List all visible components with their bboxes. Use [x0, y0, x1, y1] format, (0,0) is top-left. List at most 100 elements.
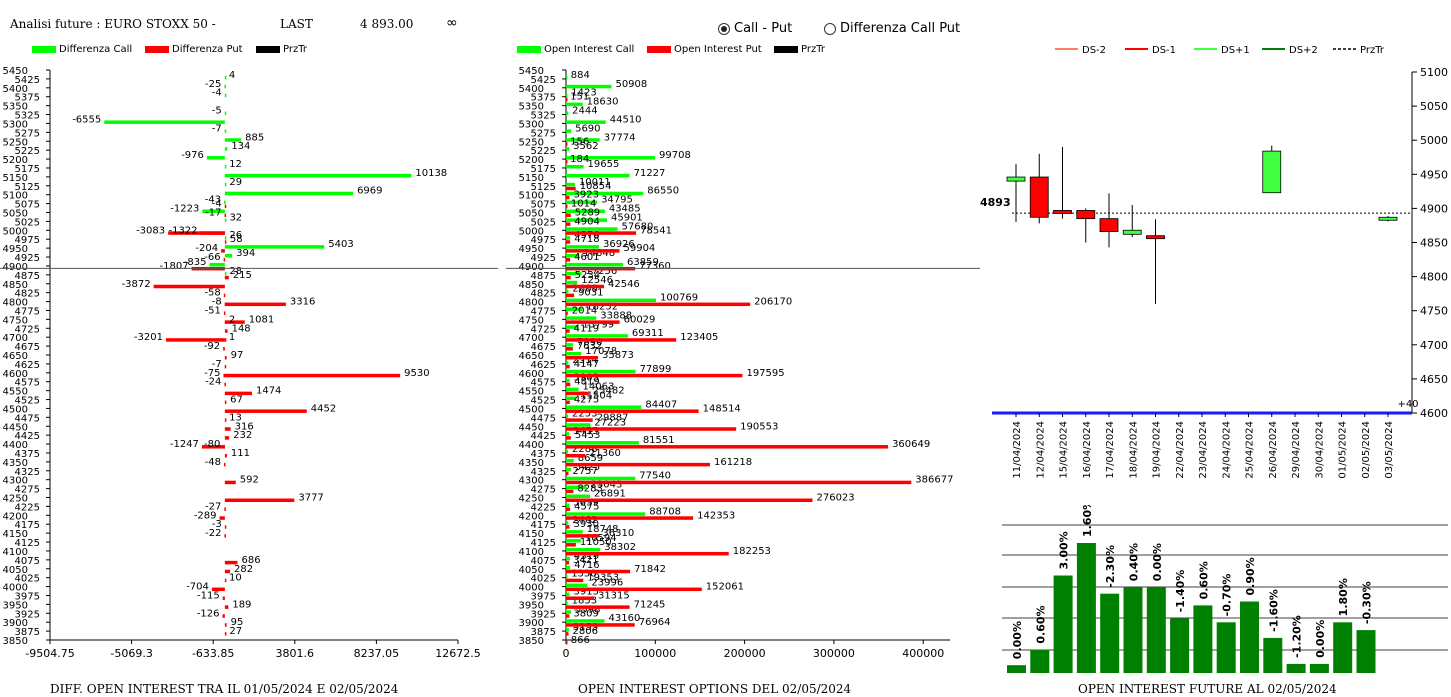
oi-bar-call: [566, 574, 568, 579]
oi-data-label: 5289: [575, 208, 600, 219]
diff-data-label: -80: [204, 439, 220, 450]
oi-bar-put: [566, 338, 677, 342]
oi-bar-call: [566, 396, 577, 401]
oi-bar-call: [566, 530, 583, 534]
diff-bar-put: [223, 293, 226, 298]
oi-data-label: 4575: [574, 501, 599, 512]
diff-data-label: 282: [234, 564, 253, 575]
oi-data-label: 25482: [593, 386, 625, 397]
diff-y-tick-label: 4125: [15, 538, 40, 549]
oi-y-tick-label: 4475: [531, 413, 556, 424]
oi-data-label: 161218: [714, 457, 752, 468]
diff-y-tick-label: 5175: [15, 164, 40, 175]
oi-bar-put: [566, 302, 751, 307]
candle-y-tick-label: 5050: [1420, 100, 1448, 113]
diff-bar-call: [224, 182, 227, 187]
diff-bar-put: [224, 436, 230, 440]
diff-y-tick-label: 4300: [3, 476, 28, 487]
diff-x-tick-label: 12672.5: [435, 647, 481, 660]
oi-y-tick-label: 4150: [519, 529, 544, 540]
oi-data-label: 37774: [604, 132, 636, 143]
oi-y-tick-label: 4575: [531, 378, 556, 389]
diff-bar-put: [224, 213, 227, 217]
diff-x-tick-label: -633.85: [192, 647, 234, 660]
oi-bar-call: [566, 565, 571, 570]
radio-diff-call-put[interactable]: Differenza Call Put: [824, 21, 960, 36]
oi-y-tick-label: 5450: [519, 66, 544, 77]
diff-y-tick-label: 4425: [15, 431, 40, 442]
future-bar-label: 0.60%: [1034, 605, 1047, 643]
radio-icon[interactable]: [824, 22, 836, 35]
oi-y-tick-label: 4450: [519, 422, 544, 433]
diff-data-label: 9530: [404, 368, 429, 379]
legend-diff-call: Differenza Call: [32, 44, 132, 55]
future-bar: [1053, 575, 1073, 673]
oi-data-label: 360649: [892, 439, 930, 450]
diff-data-label: 885: [245, 132, 264, 143]
oi-y-tick-label: 4025: [531, 574, 556, 585]
diff-bar-put: [224, 356, 227, 360]
oi-data-label: 38302: [604, 542, 636, 553]
diff-y-tick-label: 4825: [15, 289, 40, 300]
oi-bar-call: [566, 414, 569, 418]
oi-data-label: 123405: [680, 332, 718, 343]
diff-y-tick-label: 5100: [3, 191, 28, 202]
diff-data-label: 28: [229, 266, 242, 277]
oi-data-label: 21360: [589, 448, 621, 459]
oi-bar-put: [566, 142, 568, 146]
oi-bar-put: [566, 204, 568, 209]
diff-data-label: 95: [231, 617, 244, 628]
oi-y-tick-label: 5200: [519, 155, 544, 166]
diff-data-label: -66: [204, 252, 220, 263]
oi-data-label: 4819: [574, 377, 599, 388]
oi-bar-put: [566, 605, 630, 609]
oi-bar-put: [566, 427, 737, 431]
oi-data-label: 142353: [697, 510, 735, 521]
diff-bar-put: [224, 382, 226, 387]
oi-data-label: 3809: [573, 608, 598, 619]
diff-y-tick-label: 5250: [3, 137, 28, 148]
future-bar-label: -1.20%: [1291, 615, 1304, 658]
oi-data-label: 884: [571, 70, 590, 81]
oi-bar-call: [566, 298, 656, 303]
diff-bar-put: [224, 578, 227, 583]
diff-data-label: -3201: [134, 332, 163, 343]
oi-bar-call: [566, 583, 588, 588]
candle-marker-label: +40: [1397, 399, 1418, 410]
oi-bar-put: [566, 400, 570, 405]
oi-bar-put: [566, 641, 568, 645]
oi-data-label: 3153: [573, 622, 598, 633]
oi-data-label: 9031: [578, 288, 603, 299]
oi-bar-call: [566, 334, 628, 338]
oi-data-label: 33888: [600, 310, 632, 321]
candle-x-label: 17/04/2024: [1105, 421, 1116, 479]
oi-bar-put: [566, 569, 631, 574]
diff-data-label: -4: [212, 199, 222, 210]
diff-bar-put: [224, 373, 401, 378]
future-bar-label: -2.30%: [1104, 545, 1117, 588]
candle-x-label: 29/04/2024: [1291, 421, 1302, 479]
diff-y-tick-label: 3950: [3, 600, 28, 611]
caption-left: DIFF. OPEN INTEREST TRA IL 01/05/2024 E …: [50, 682, 399, 696]
oi-data-label: 17256: [585, 266, 617, 277]
radio-call-put[interactable]: Call - Put: [718, 21, 792, 36]
oi-data-label: 29887: [597, 412, 629, 423]
candle-x-label: 22/04/2024: [1175, 421, 1186, 479]
oi-bar-put: [566, 453, 586, 458]
oi-data-label: 2444: [572, 106, 597, 117]
candle-x-label: 25/04/2024: [1245, 421, 1256, 479]
infinity-icon[interactable]: ∞: [446, 15, 458, 31]
future-bar-label: 0.00%: [1151, 543, 1164, 581]
radio-icon[interactable]: [718, 22, 730, 35]
future-bar-label: 3.00%: [1058, 531, 1071, 569]
oi-y-tick-label: 4600: [519, 369, 544, 380]
legend-oi-put: Open Interest Put: [647, 44, 762, 55]
diff-bar-call: [224, 111, 227, 116]
oi-bar-call: [566, 476, 636, 481]
oi-data-label: 2014: [572, 305, 597, 316]
oi-y-tick-label: 4850: [519, 280, 544, 291]
diff-data-label: 134: [231, 141, 250, 152]
oi-bar-put: [566, 632, 569, 636]
candle-x-label: 03/05/2024: [1384, 421, 1395, 479]
candle-x-label: 12/04/2024: [1035, 421, 1046, 479]
